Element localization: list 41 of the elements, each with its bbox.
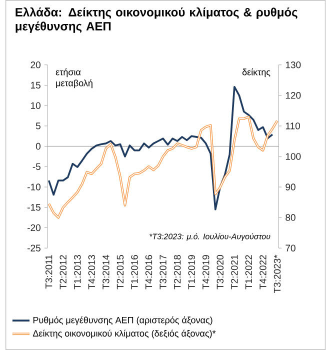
y-tick-label: 0	[36, 142, 41, 150]
x-tick-label: Τ1:2016	[131, 255, 138, 290]
x-tick-label: Τ3:2023*	[274, 254, 281, 293]
x-tick-label: Τ4:2013	[88, 255, 96, 290]
chart-title: Ελλάδα: Δείκτης οικονομικού κλίματος & ρυθμός μεγέθυνσης ΑΕΠ	[16, 7, 298, 33]
y-tick-label: -20	[28, 224, 41, 232]
y2-tick-label: 130	[286, 62, 301, 68]
x-tick-label: Τ1:2013	[74, 255, 81, 290]
y2-tick-label: 80	[286, 214, 296, 221]
x-tick-label: Τ3:2020	[217, 254, 224, 290]
y2-tick-label: 100	[286, 153, 301, 160]
x-tick-label: Τ2:2021	[231, 255, 238, 290]
x-tick-label: Τ2:2018	[174, 255, 181, 290]
y-axis-title: ετήσια μεταβολή	[56, 68, 93, 88]
y-tick-label: 20	[30, 62, 41, 68]
y2-axis-title: δείκτης	[242, 68, 270, 78]
x-tick-label: Τ3:2017	[160, 255, 167, 290]
y2-tick-label: 110	[286, 122, 300, 130]
y-tick-label: 5	[36, 122, 41, 130]
x-tick-label: Τ4:2022	[260, 255, 267, 290]
x-tick-label: Τ4:2019	[202, 255, 210, 290]
y-tick-label: -10	[28, 184, 41, 190]
annotation: *Τ3:2023: μ.ό. Ιουλίου-Αυγούστου	[150, 233, 270, 241]
x-tick-label: Τ2:2012	[60, 255, 67, 290]
line-series	[48, 116, 279, 219]
legend-label: Δείκτης οικονομικού κλίματος (δεξιός άξονας)*	[33, 330, 216, 338]
y-tick-label: -25	[28, 244, 41, 252]
x-tick-label: Τ3:2014	[102, 254, 110, 290]
y-tick-label: 10	[31, 102, 41, 109]
legend-label: Ρυθμός μεγέθυνσης ΑΕΠ (αριστερός άξονας)	[34, 316, 213, 326]
x-tick-label: Τ3:2011	[46, 255, 52, 289]
y-tick-label: 15	[31, 82, 41, 89]
y2-tick-label: 120	[286, 92, 301, 99]
x-tick-label: Τ1:2019	[188, 255, 196, 290]
y2-tick-label: 70	[286, 244, 296, 252]
x-tick-label: Τ1:2022	[246, 255, 252, 290]
x-tick-label: Τ4:2016	[146, 255, 152, 290]
y-tick-label: -5	[33, 163, 41, 170]
y2-tick-label: 90	[286, 184, 296, 190]
x-tick-label: Τ2:2015	[117, 255, 124, 290]
y-tick-label: -15	[28, 204, 41, 211]
